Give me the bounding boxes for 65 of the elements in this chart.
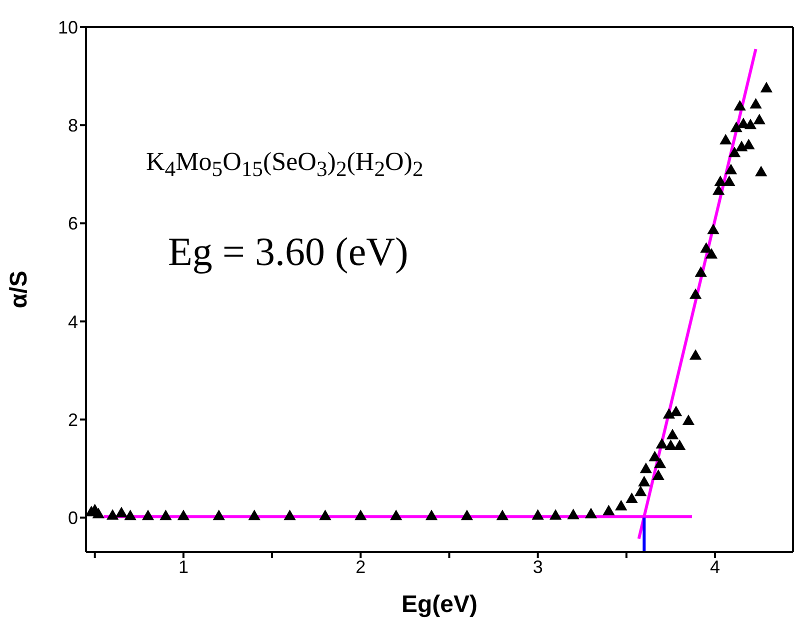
point [549, 509, 562, 520]
y-tick-label: 6 [68, 214, 78, 234]
point [753, 114, 766, 124]
x-tick-label: 3 [532, 556, 543, 577]
point [425, 510, 438, 520]
point [664, 439, 677, 450]
point [724, 164, 738, 174]
point [689, 288, 702, 299]
point [124, 510, 136, 520]
annotation: Eg = 3.60 (eV) [168, 229, 408, 274]
point [652, 469, 664, 480]
point [584, 508, 598, 518]
y-axis-title: α/S [6, 270, 33, 308]
point [319, 510, 332, 520]
point [626, 492, 638, 504]
x-axis-title: Eg(eV) [401, 591, 478, 618]
point [532, 509, 544, 520]
point [674, 439, 686, 450]
point [682, 414, 695, 425]
point [390, 510, 402, 520]
point [720, 134, 732, 144]
point [634, 486, 647, 496]
point [730, 122, 742, 132]
point [744, 118, 757, 130]
x-tick-label: 2 [356, 556, 366, 577]
point [354, 510, 367, 520]
point [638, 476, 650, 486]
point [142, 510, 154, 520]
point [92, 508, 104, 518]
point [707, 224, 720, 234]
point [723, 176, 736, 186]
point [567, 508, 580, 520]
point [656, 438, 668, 449]
x-tick-label: 1 [178, 556, 188, 577]
point [106, 509, 119, 520]
y-tick-label: 10 [58, 17, 78, 38]
point [689, 349, 702, 360]
point [160, 510, 172, 520]
point [177, 510, 190, 520]
point [648, 450, 661, 462]
y-tick-label: 4 [68, 312, 78, 332]
point [602, 504, 615, 516]
point [666, 428, 679, 440]
point [728, 146, 741, 158]
point [755, 166, 768, 176]
y-tick-label: 0 [68, 508, 78, 528]
y-tick-label: 2 [68, 410, 78, 430]
point [212, 510, 225, 520]
point [750, 98, 762, 109]
point [760, 82, 772, 92]
point [734, 100, 746, 110]
point [654, 458, 666, 468]
point [496, 510, 508, 520]
point [615, 500, 628, 510]
point [705, 248, 718, 259]
y-tick-label: 8 [68, 116, 78, 136]
text: K$_{4}$Mo$_{5}$O$_{15}$(SeO$_{3}$)$_{2}$(H$_{2}$O)$_{2}$ [146, 147, 424, 182]
point [714, 176, 726, 186]
point [640, 462, 652, 474]
point [115, 506, 128, 518]
point [694, 266, 707, 277]
point [248, 510, 260, 520]
point [460, 510, 474, 520]
x-tick-label: 4 [710, 556, 720, 577]
point [284, 510, 296, 520]
